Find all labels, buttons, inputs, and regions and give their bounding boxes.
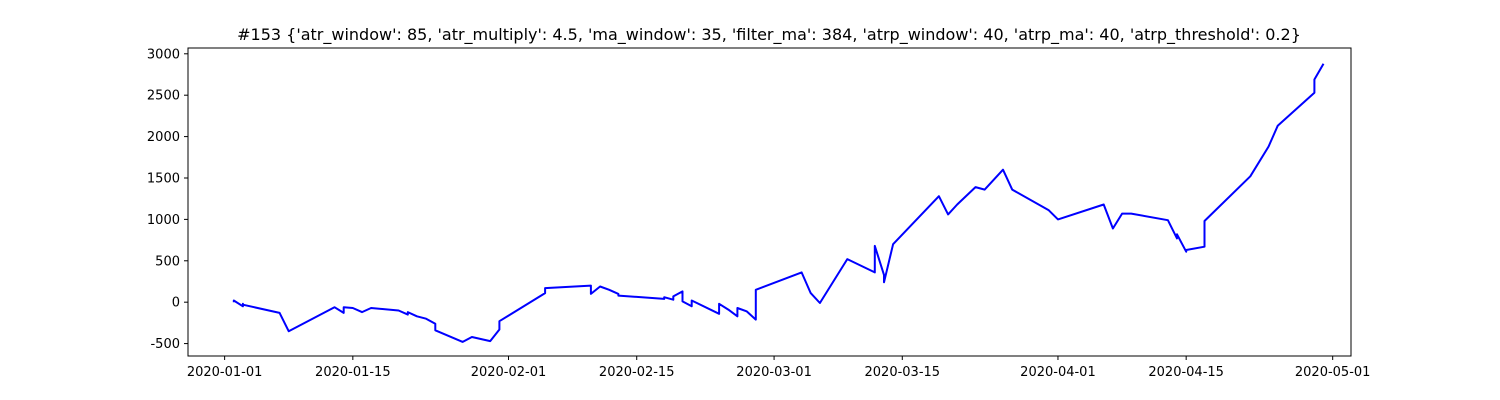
x-tick-label: 2020-04-15 xyxy=(1148,365,1224,380)
x-axis: 2020-01-01 2020-01-15 2020-02-01 2020-02-15… xyxy=(187,356,1371,380)
x-tick-label: 2020-04-01 xyxy=(1020,365,1096,380)
y-tick-label: 500 xyxy=(155,254,180,269)
y-tick-label: -500 xyxy=(150,337,180,352)
y-tick-label: 2500 xyxy=(147,89,180,104)
y-tick-label: 0 xyxy=(172,296,180,311)
chart-title: #153 {'atr_window': 85, 'atr_multiply': … xyxy=(237,25,1301,45)
x-tick-label: 2020-01-01 xyxy=(187,365,263,380)
x-tick-label: 2020-05-01 xyxy=(1295,365,1371,380)
series-line-equity xyxy=(232,63,1325,343)
x-tick-label: 2020-02-15 xyxy=(599,365,675,380)
x-tick-label: 2020-03-15 xyxy=(865,365,941,380)
y-tick-label: 2000 xyxy=(147,130,180,145)
plot-area-frame xyxy=(187,47,1352,357)
x-tick-label: 2020-01-15 xyxy=(315,365,391,380)
y-tick-label: 1000 xyxy=(147,213,180,228)
x-tick-label: 2020-03-01 xyxy=(736,365,812,380)
y-tick-label: 1500 xyxy=(147,171,180,186)
x-tick-label: 2020-02-01 xyxy=(471,365,547,380)
y-tick-label: 3000 xyxy=(147,47,180,62)
y-axis: -500 0 500 1000 1500 2000 2500 3000 xyxy=(147,47,188,352)
